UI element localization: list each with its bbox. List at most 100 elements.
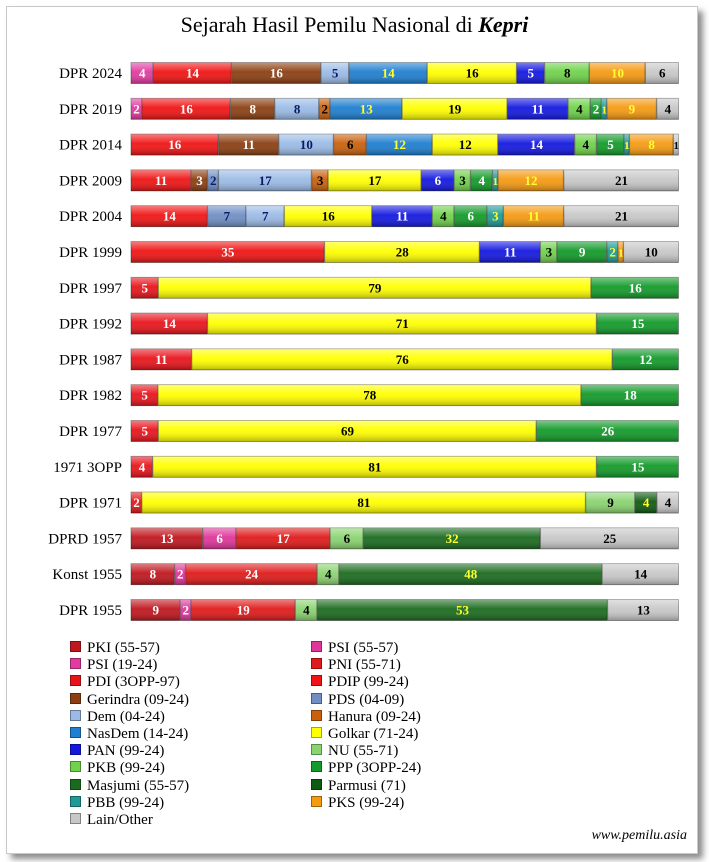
bar-segment-shading	[454, 169, 471, 191]
bar-segment-shading	[498, 169, 564, 191]
legend-label: PBB (99-24)	[87, 794, 165, 811]
data-label: 13	[360, 101, 374, 116]
bar-segment-shading	[207, 313, 597, 335]
legend-item-masjumi: Masjumi (55-57)	[70, 778, 189, 795]
data-label: 4	[583, 137, 590, 152]
legend-swatch	[70, 709, 81, 721]
bar-segment-shading	[366, 134, 432, 156]
row-label: DPR 2019	[59, 102, 122, 118]
bar-segment-shading	[635, 492, 657, 514]
legend-label: NU (55-71)	[328, 743, 399, 760]
data-label: 81	[357, 495, 370, 510]
row-label: DPR 1987	[59, 352, 122, 368]
data-label: 53	[456, 603, 470, 618]
bar-segment-shading	[330, 98, 402, 120]
data-label: 1	[602, 104, 608, 116]
data-label: 4	[303, 603, 310, 618]
bar-segment-shading	[645, 62, 679, 84]
data-label: 5	[141, 424, 148, 439]
legend-item-other: Lain/Other	[70, 812, 153, 829]
data-label: 9	[607, 495, 614, 510]
bar-segment-shading	[174, 563, 186, 585]
credit-text: www.pemilu.asia	[591, 828, 687, 843]
bar-segment-shading	[202, 527, 236, 549]
legend-label: PPP (3OPP-24)	[328, 760, 422, 777]
bar-segment-shading	[295, 599, 317, 621]
legend-swatch	[311, 761, 322, 773]
bar-segment-shading	[557, 241, 607, 263]
legend-swatch	[311, 641, 322, 652]
bar-segment-shading	[141, 492, 586, 514]
bar-segment-shading	[618, 241, 624, 263]
data-label: 2	[183, 603, 190, 618]
legend-item-pbb: PBB (99-24)	[70, 795, 164, 812]
legend-item-pdi: PDI (3OPP-97)	[70, 674, 180, 691]
legend-item-nasdem: NasDem (14-24)	[70, 726, 188, 743]
row-label: DPR 2024	[59, 66, 122, 82]
bar-segment-shading	[231, 62, 321, 84]
bar-segment-shading	[131, 205, 208, 227]
legend-item-dem: Dem (04-24)	[70, 709, 165, 726]
bar-segment-shading	[207, 169, 219, 191]
data-label: 2	[133, 101, 140, 116]
legend-item-pni: PNI (55-71)	[311, 657, 401, 674]
bar-segment-shading	[131, 527, 203, 549]
bar-segment-shading	[230, 98, 275, 120]
bar-segment-shading	[158, 384, 581, 406]
row-label: DPR 1997	[59, 281, 122, 297]
row-label: Konst 1955	[52, 567, 122, 583]
data-label: 35	[221, 245, 235, 260]
bar-segment-shading	[540, 241, 557, 263]
data-label: 1	[493, 176, 499, 188]
legend-swatch	[311, 658, 322, 670]
data-label: 26	[601, 424, 615, 439]
legend-item-psi1924: PSI (19-24)	[70, 657, 157, 674]
bar-segment-shading	[158, 420, 536, 442]
bar-segment-shading	[185, 563, 317, 585]
data-label: 2	[133, 495, 140, 510]
bar-segment-shading	[131, 348, 192, 370]
legend-swatch	[311, 744, 322, 756]
bar-segment-shading	[656, 98, 679, 120]
bar-segment-shading	[585, 492, 635, 514]
data-label: 16	[168, 137, 182, 152]
data-label: 8	[648, 137, 655, 152]
bar-segment-shading	[657, 492, 679, 514]
data-label: 5	[141, 280, 148, 295]
bar-segment-shading	[503, 205, 564, 227]
legend-swatch	[311, 692, 322, 704]
data-label: 16	[322, 209, 336, 224]
bar-segment-shading	[278, 134, 334, 156]
bar-segment-shading	[319, 98, 330, 120]
data-label: 3	[492, 209, 499, 224]
bar-segment-shading	[607, 98, 657, 120]
bar-segment-shading	[131, 98, 142, 120]
bar-segment-shading	[236, 527, 330, 549]
bar-segment-shading	[544, 62, 589, 84]
legend-swatch	[311, 709, 322, 721]
legend-swatch	[70, 795, 81, 807]
legend-label: PNI (55-71)	[328, 657, 401, 674]
bar-segment-shading	[158, 277, 591, 299]
data-label: 2	[177, 567, 184, 582]
data-label: 3	[459, 173, 466, 188]
data-label: 14	[163, 316, 177, 331]
bar-segment-shading	[591, 277, 679, 299]
bar-segment-shading	[274, 98, 319, 120]
data-label: 11	[532, 101, 544, 116]
data-label: 7	[262, 209, 269, 224]
legend-label: Dem (04-24)	[87, 708, 165, 725]
data-label: 15	[631, 316, 645, 331]
bar-segment-shading	[596, 456, 679, 478]
data-label: 5	[332, 66, 339, 81]
bar-segment-shading	[131, 420, 158, 442]
legend-swatch	[70, 658, 81, 670]
bar-segment-shading	[432, 205, 454, 227]
data-label: 32	[446, 531, 459, 546]
bar-segment-shading	[516, 62, 545, 84]
bar-segment-shading	[142, 98, 231, 120]
data-label: 28	[396, 245, 410, 260]
legend-label: Hanura (09-24)	[328, 708, 421, 725]
legend-item-psi5557: PSI (55-57)	[311, 640, 398, 657]
bar-segment-shading	[131, 241, 325, 263]
